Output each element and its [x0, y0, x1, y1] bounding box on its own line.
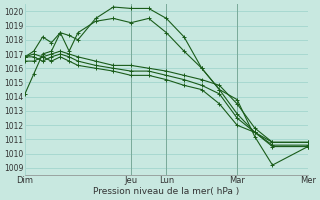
- X-axis label: Pression niveau de la mer( hPa ): Pression niveau de la mer( hPa ): [93, 187, 239, 196]
